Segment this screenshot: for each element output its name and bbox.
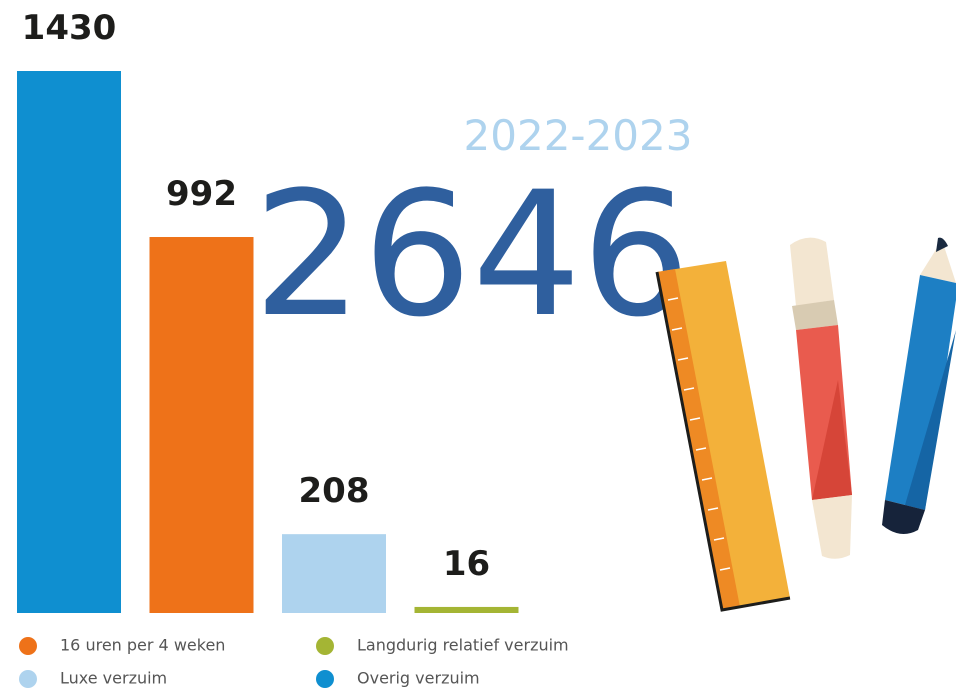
legend-label: Luxe verzuim <box>60 669 167 688</box>
value-label: 208 <box>299 471 370 511</box>
value-label: 16 <box>443 544 490 584</box>
legend-swatch <box>316 670 334 688</box>
legend-label: Langdurig relatief verzuim <box>357 636 569 655</box>
subtitle: 2022-2023 <box>464 111 693 160</box>
legend-label: Overig verzuim <box>357 669 480 688</box>
bar <box>282 534 386 613</box>
bar <box>414 606 519 613</box>
legend-swatch <box>19 670 37 688</box>
legend-label: 16 uren per 4 weken <box>60 636 225 655</box>
bar <box>149 237 254 614</box>
legend-swatch <box>19 637 37 655</box>
pencil-illustration <box>882 237 956 534</box>
value-label: 1430 <box>22 8 117 48</box>
bar <box>17 71 121 613</box>
ruler-illustration <box>655 261 791 612</box>
marker-illustration <box>790 237 852 559</box>
value-label: 992 <box>166 174 237 214</box>
total: 2646 <box>253 154 691 355</box>
legend-swatch <box>316 637 334 655</box>
